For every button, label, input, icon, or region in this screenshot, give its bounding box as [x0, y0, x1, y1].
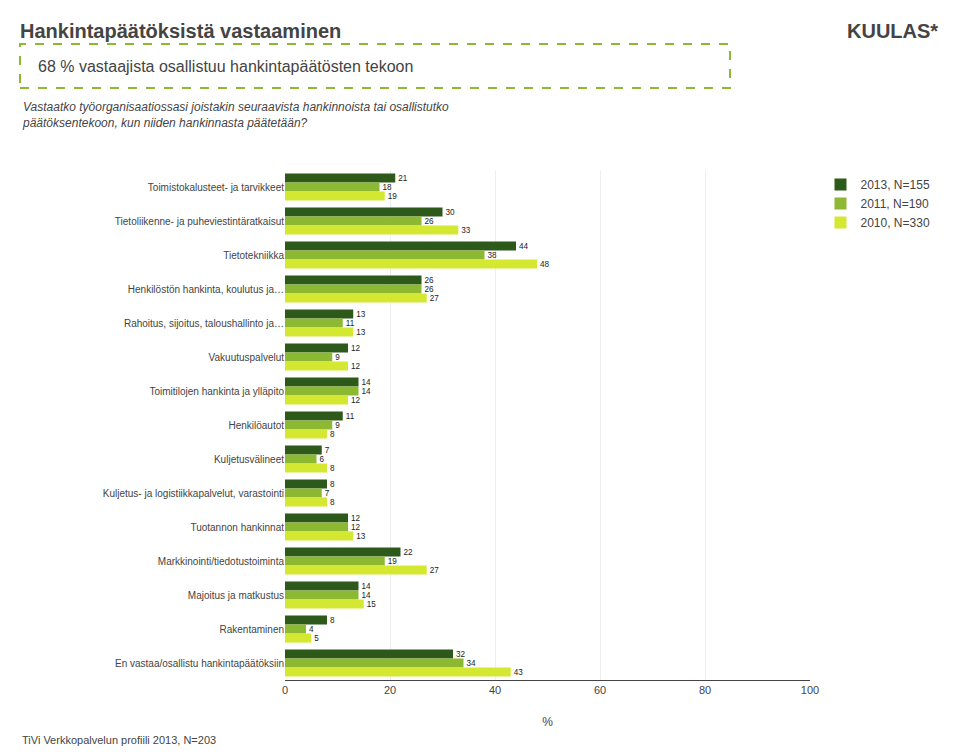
svg-text:20: 20	[384, 684, 396, 696]
svg-text:Toimitilojen hankinta ja ylläp: Toimitilojen hankinta ja ylläpito	[149, 386, 284, 397]
svg-text:60: 60	[594, 684, 606, 696]
svg-text:6: 6	[320, 455, 325, 464]
svg-text:27: 27	[430, 294, 440, 303]
svg-text:9: 9	[335, 421, 340, 430]
svg-text:Tietotekniikka: Tietotekniikka	[223, 250, 284, 261]
svg-text:Henkilöstön hankinta, koulutus: Henkilöstön hankinta, koulutus ja…	[128, 284, 284, 295]
svg-text:100: 100	[801, 684, 819, 696]
svg-text:7: 7	[325, 446, 330, 455]
svg-text:11: 11	[346, 319, 355, 328]
svg-text:Tuotannon hankinnat: Tuotannon hankinnat	[190, 522, 284, 533]
svg-text:8: 8	[330, 464, 335, 473]
svg-text:8: 8	[330, 480, 335, 489]
svg-text:14: 14	[362, 591, 372, 600]
svg-text:0: 0	[282, 684, 288, 696]
svg-text:TiVi Verkkopalvelun profiili 2: TiVi Verkkopalvelun profiili 2013, N=203	[22, 734, 216, 746]
svg-text:12: 12	[351, 344, 361, 353]
svg-text:Vakuutuspalvelut: Vakuutuspalvelut	[209, 352, 285, 363]
svg-text:26: 26	[425, 285, 435, 294]
svg-text:43: 43	[514, 668, 524, 677]
svg-text:Markkinointi/tiedotustoiminta: Markkinointi/tiedotustoiminta	[158, 556, 285, 567]
svg-text:8: 8	[330, 616, 335, 625]
svg-text:9: 9	[335, 353, 340, 362]
svg-text:Kuljetusvälineet: Kuljetusvälineet	[214, 454, 284, 465]
svg-text:Henkilöautot: Henkilöautot	[228, 420, 284, 431]
svg-text:%: %	[542, 715, 553, 729]
svg-text:21: 21	[398, 174, 408, 183]
svg-text:18: 18	[383, 183, 393, 192]
svg-text:Toimistokalusteet- ja tarvikke: Toimistokalusteet- ja tarvikkeet	[148, 182, 284, 193]
svg-text:33: 33	[461, 226, 471, 235]
svg-text:2011, N=190: 2011, N=190	[861, 197, 929, 211]
svg-text:Kuljetus- ja logistiikkapalvel: Kuljetus- ja logistiikkapalvelut, varast…	[103, 488, 284, 499]
svg-text:Rakentaminen: Rakentaminen	[220, 624, 284, 635]
svg-text:4: 4	[309, 625, 314, 634]
svg-text:19: 19	[388, 557, 398, 566]
svg-text:13: 13	[356, 310, 366, 319]
svg-text:27: 27	[430, 566, 440, 575]
svg-text:44: 44	[519, 242, 529, 251]
svg-text:2010, N=330: 2010, N=330	[861, 216, 930, 230]
svg-text:80: 80	[699, 684, 711, 696]
svg-text:7: 7	[325, 489, 330, 498]
svg-text:En vastaa/osallistu hankintapä: En vastaa/osallistu hankintapäätöksiin	[115, 658, 284, 669]
svg-text:15: 15	[367, 600, 377, 609]
svg-text:14: 14	[362, 378, 372, 387]
svg-text:30: 30	[446, 208, 456, 217]
svg-text:12: 12	[351, 514, 361, 523]
svg-text:2013, N=155: 2013, N=155	[861, 178, 930, 192]
svg-text:Rahoitus, sijoitus, taloushall: Rahoitus, sijoitus, taloushallinto ja…	[124, 318, 284, 329]
svg-text:14: 14	[362, 582, 372, 591]
svg-text:12: 12	[351, 396, 361, 405]
svg-text:22: 22	[404, 548, 414, 557]
svg-text:13: 13	[356, 532, 366, 541]
svg-text:48: 48	[540, 260, 550, 269]
svg-text:11: 11	[346, 412, 355, 421]
svg-text:8: 8	[330, 430, 335, 439]
svg-text:KUULAS*: KUULAS*	[847, 20, 938, 42]
svg-text:40: 40	[489, 684, 501, 696]
svg-text:Tietoliikenne- ja puheviestint: Tietoliikenne- ja puheviestintäratkaisut	[115, 216, 284, 227]
svg-text:Vastaatko työorganisaatiossasi: Vastaatko työorganisaatiossasi joistakin…	[22, 100, 449, 130]
svg-text:26: 26	[425, 276, 435, 285]
svg-text:34: 34	[467, 659, 477, 668]
svg-text:38: 38	[488, 251, 498, 260]
svg-text:68 % vastaajista osallistuu ha: 68 % vastaajista osallistuu hankintapäät…	[38, 58, 413, 75]
svg-text:Majoitus ja matkustus: Majoitus ja matkustus	[188, 590, 284, 601]
svg-text:5: 5	[314, 634, 319, 643]
svg-text:13: 13	[356, 328, 366, 337]
svg-text:12: 12	[351, 523, 361, 532]
svg-text:19: 19	[388, 192, 398, 201]
svg-text:14: 14	[362, 387, 372, 396]
svg-text:12: 12	[351, 362, 361, 371]
svg-text:26: 26	[425, 217, 435, 226]
svg-text:Hankintapäätöksistä vastaamine: Hankintapäätöksistä vastaaminen	[20, 20, 341, 42]
svg-text:8: 8	[330, 498, 335, 507]
svg-text:32: 32	[456, 650, 466, 659]
